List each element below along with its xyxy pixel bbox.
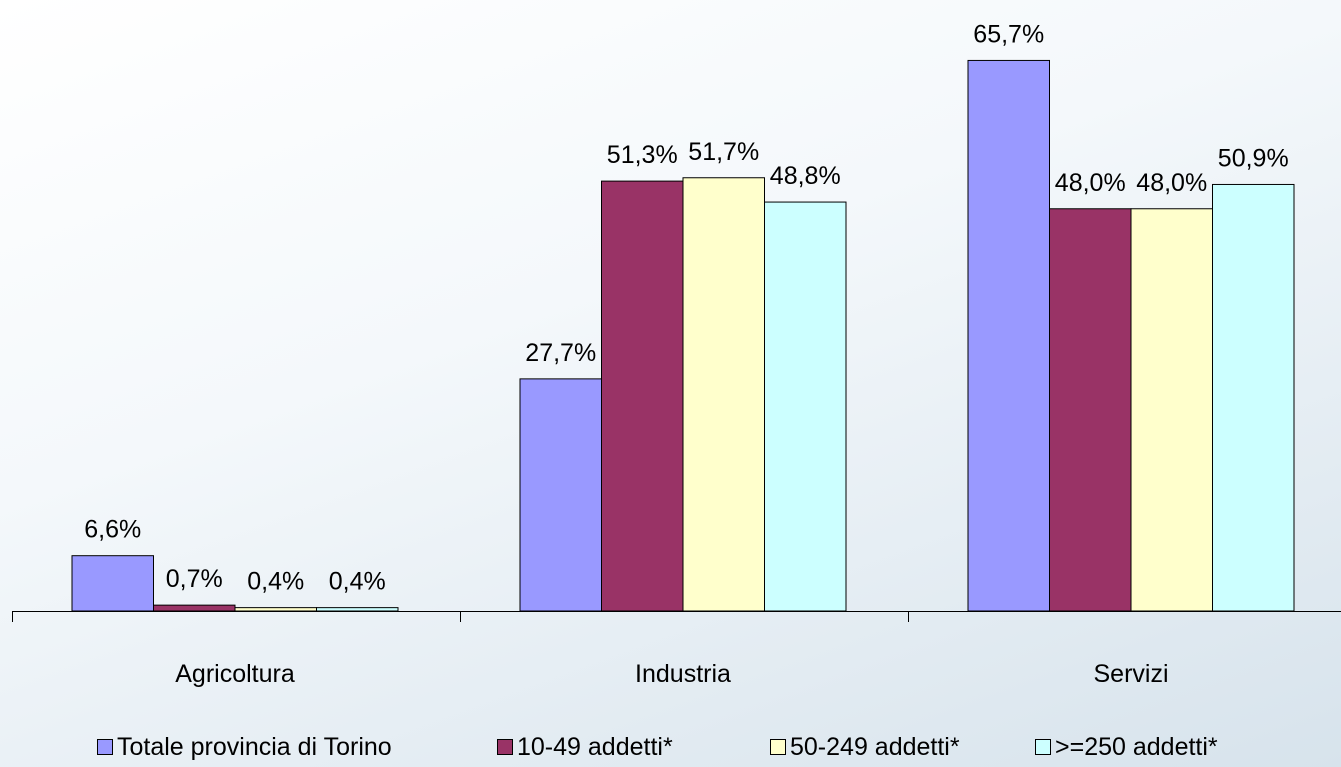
category-labels-layer: Agricoltura Industria Servizi (175, 660, 1168, 688)
bars-layer (71, 59, 1295, 612)
data-labels-layer: 6,6% 0,7% 0,4% 0,4% 27,7% 51,3% 51,7% 48,8% 65,7… (84, 20, 1288, 595)
data-label-2-2: 48,0% (1136, 169, 1207, 197)
legend-label-1: 10-49 addetti* (517, 733, 673, 761)
legend-swatch-3 (1035, 739, 1051, 755)
data-label-2-0: 65,7% (973, 20, 1044, 48)
bar-1-0 (519, 378, 602, 612)
bar-2-1 (1049, 208, 1132, 612)
legend-label-2: 50-249 addetti* (790, 733, 960, 761)
legend-swatch-2 (770, 739, 786, 755)
data-label-1-0: 27,7% (525, 339, 596, 367)
data-label-0-3: 0,4% (329, 568, 386, 596)
data-label-0-1: 0,7% (166, 565, 223, 593)
bar-0-0 (71, 555, 154, 612)
category-label-0: Agricoltura (175, 660, 295, 688)
category-label-2: Servizi (1093, 660, 1168, 688)
legend-item-1: 10-49 addetti* (497, 732, 673, 762)
data-label-2-3: 50,9% (1218, 144, 1289, 172)
legend: Totale provincia di Torino 10-49 addetti*… (0, 728, 1341, 764)
data-label-0-2: 0,4% (247, 568, 304, 596)
legend-label-0: Totale provincia di Torino (117, 733, 392, 761)
data-label-2-1: 48,0% (1055, 169, 1126, 197)
bar-1-2 (682, 177, 765, 612)
bar-2-2 (1130, 208, 1213, 612)
legend-swatch-0 (97, 739, 113, 755)
data-label-1-3: 48,8% (770, 162, 841, 190)
data-label-1-1: 51,3% (607, 141, 678, 169)
data-label-1-2: 51,7% (688, 138, 759, 166)
legend-item-3: >=250 addetti* (1035, 732, 1218, 762)
x-axis (12, 611, 1341, 622)
bar-1-1 (601, 180, 684, 612)
legend-label-3: >=250 addetti* (1055, 733, 1218, 761)
bar-1-3 (764, 201, 847, 612)
legend-swatch-1 (497, 739, 513, 755)
legend-item-0: Totale provincia di Torino (97, 732, 392, 762)
bar-0-1 (153, 604, 236, 612)
legend-item-2: 50-249 addetti* (770, 732, 960, 762)
data-label-0-0: 6,6% (84, 516, 141, 544)
bar-0-2 (234, 607, 317, 612)
bar-0-3 (316, 607, 399, 612)
category-label-1: Industria (635, 660, 731, 688)
bar-2-3 (1212, 183, 1295, 612)
bar-2-0 (967, 59, 1050, 612)
